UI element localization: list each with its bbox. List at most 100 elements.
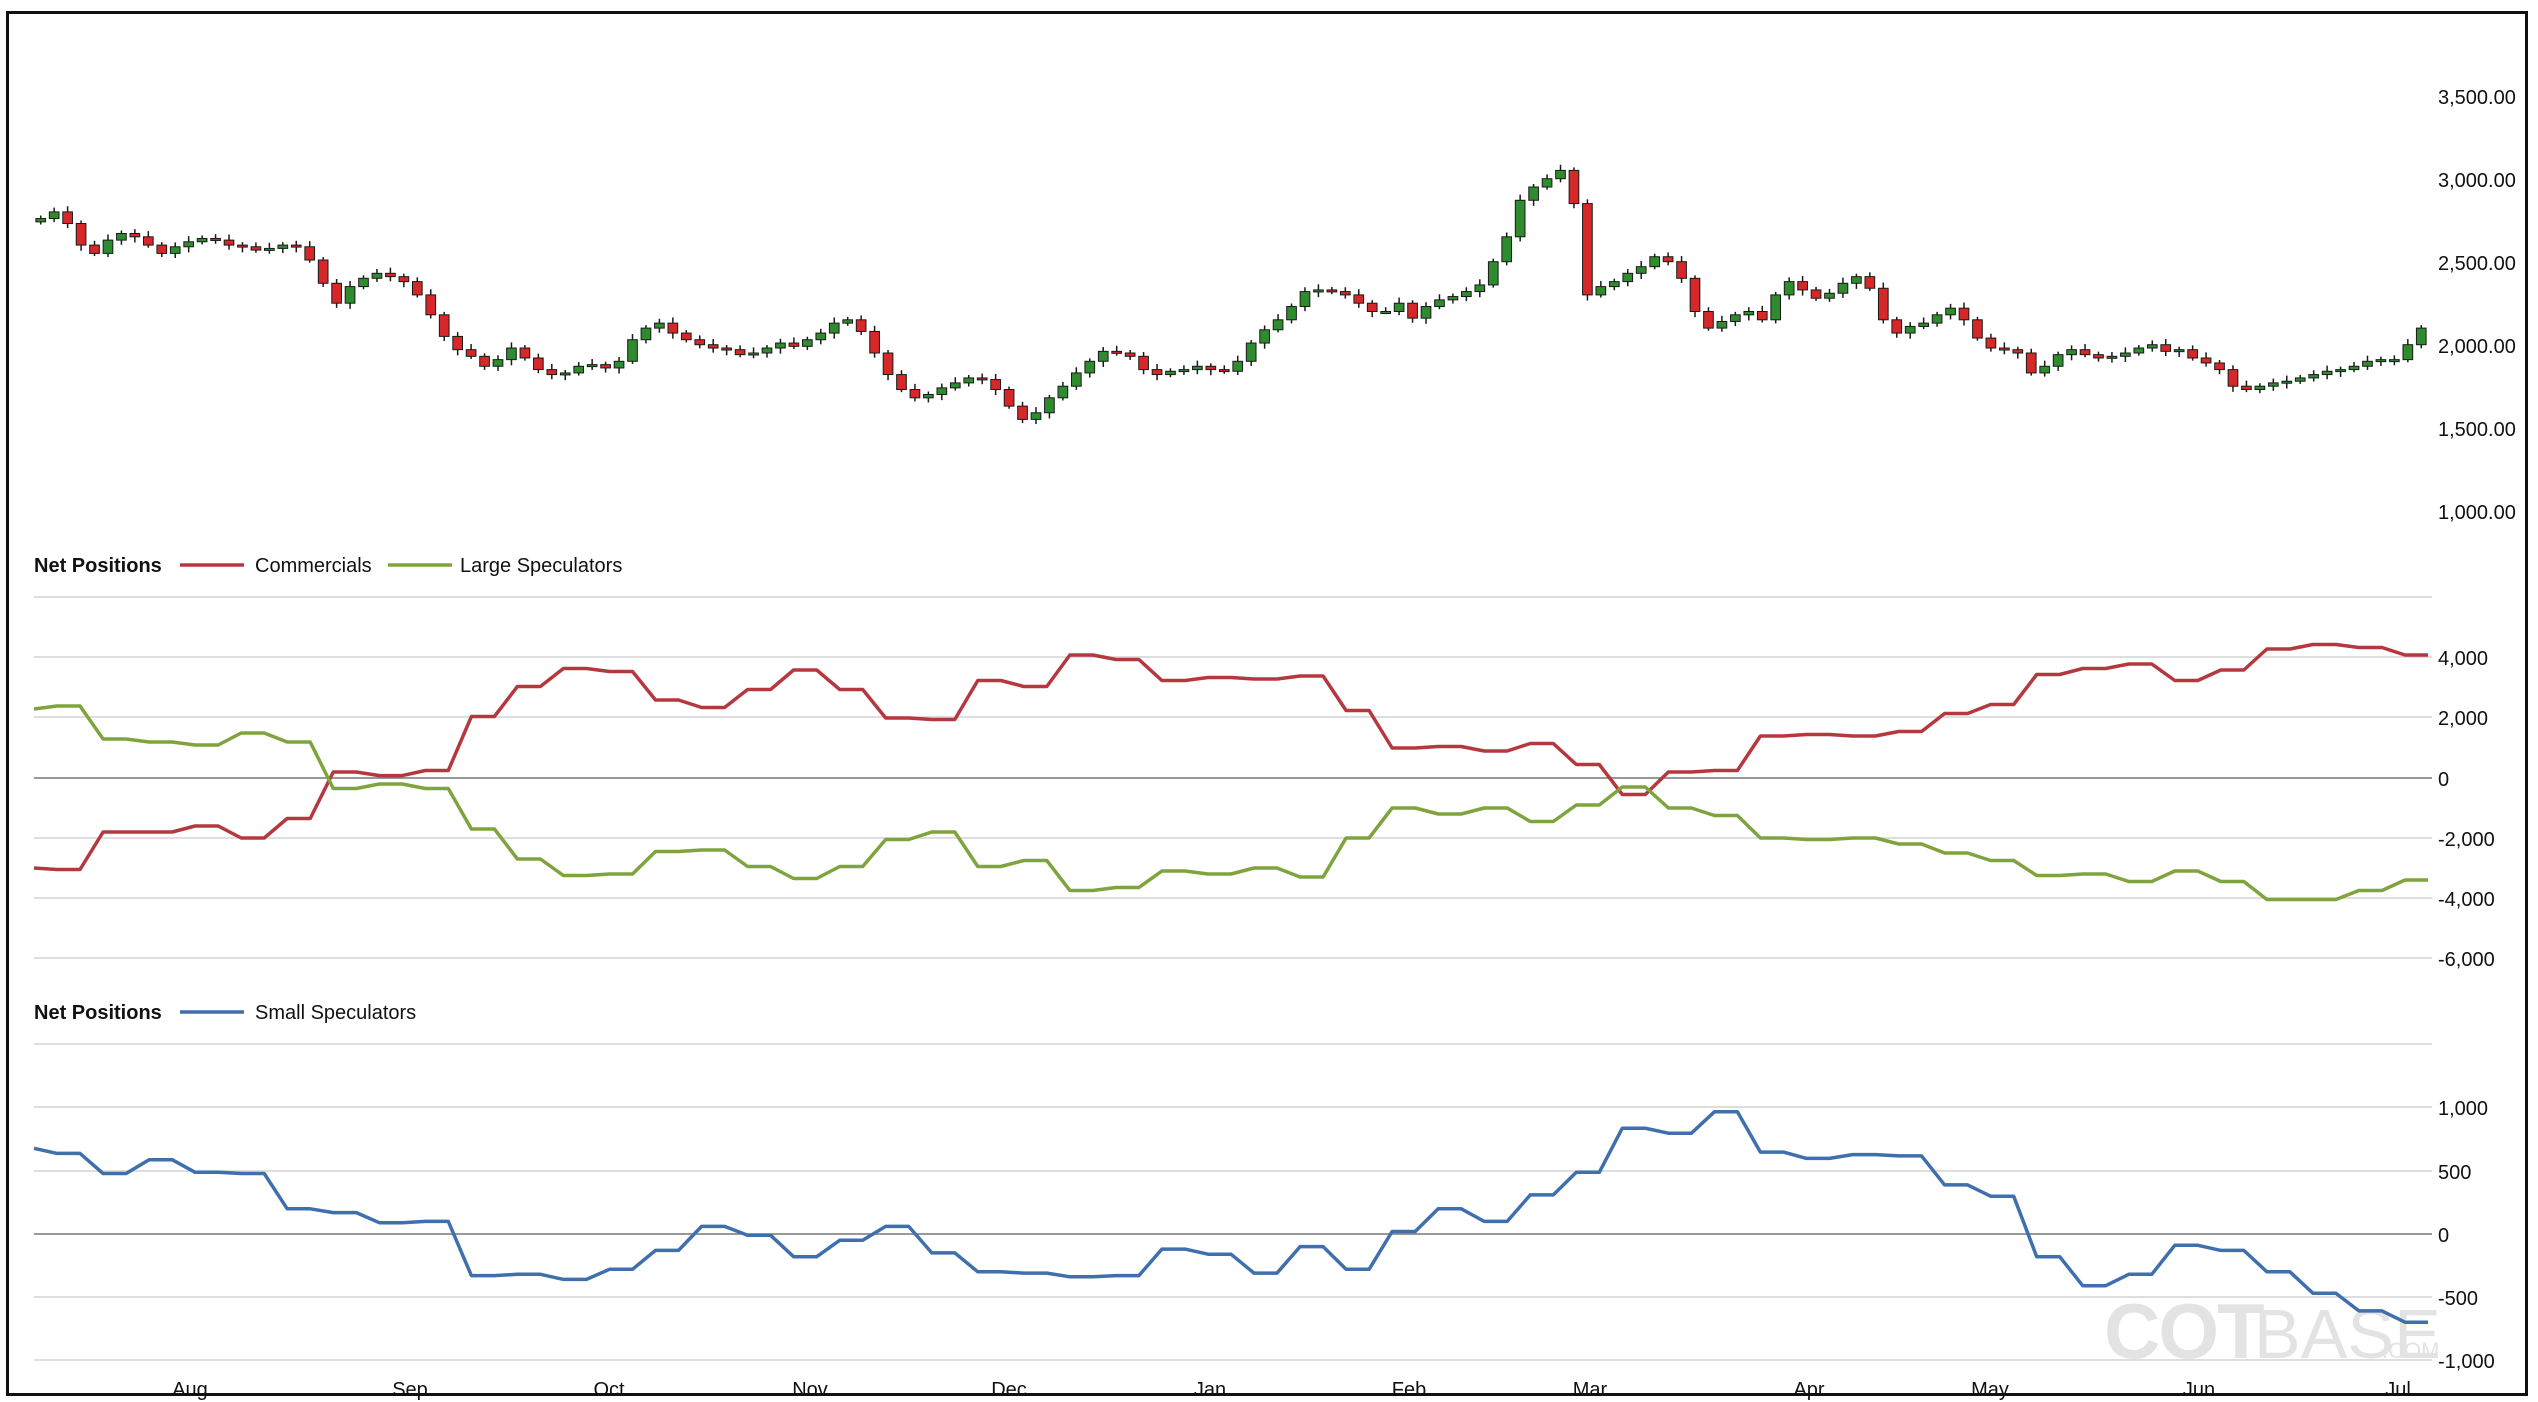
candle-body <box>2308 374 2320 379</box>
watermark-com: .COM <box>2382 1338 2439 1363</box>
candle-body <box>35 218 47 223</box>
candle-body <box>1044 397 1055 414</box>
candle-body <box>250 246 262 251</box>
net-tick-label: 4,000 <box>2438 648 2488 670</box>
candle-body <box>1891 319 1903 334</box>
candle-body <box>1245 342 1257 362</box>
candle-body <box>2267 382 2279 387</box>
candle-body <box>1393 302 1405 313</box>
net-tick-label: 0 <box>2438 769 2449 791</box>
grid-lines <box>34 596 2432 1361</box>
candle-body <box>116 232 127 241</box>
candle-body <box>210 237 221 241</box>
candle-body <box>1070 372 1082 387</box>
candle-body <box>802 339 813 347</box>
candle-body <box>1797 281 1808 291</box>
candle-body <box>331 282 342 304</box>
price-candles <box>35 164 2427 425</box>
candle-body <box>990 379 1001 391</box>
month-label: Jan <box>1194 1379 1226 1401</box>
candle-body <box>156 244 168 254</box>
candle-body <box>1985 337 1997 349</box>
candle-body <box>775 342 786 349</box>
candle-body <box>707 344 719 349</box>
watermark-cot: COT <box>2104 1287 2264 1375</box>
small-tick-label: -1,000 <box>2438 1351 2495 1373</box>
candle-body <box>1837 282 1849 294</box>
candle-body <box>1756 311 1768 321</box>
candle-body <box>1851 276 1862 284</box>
candle-body <box>748 352 759 356</box>
candle-body <box>2321 370 2333 376</box>
candle-body <box>1353 294 1365 304</box>
candle-body <box>2079 349 2091 356</box>
small-speculator-lines <box>33 1110 2428 1324</box>
candle-body <box>1999 347 2010 351</box>
candle-body <box>1111 350 1123 354</box>
candle-body <box>2146 344 2158 349</box>
candle-body <box>2294 377 2306 382</box>
price-tick-label: 1,500.00 <box>2438 419 2516 441</box>
candle-body <box>1165 370 1176 376</box>
month-label: Jul <box>2385 1379 2411 1401</box>
candle-body <box>2133 347 2145 354</box>
month-label: Jun <box>2183 1379 2215 1401</box>
candle-body <box>2254 385 2266 391</box>
candle-body <box>169 246 181 254</box>
price-tick-label: 2,000.00 <box>2438 336 2516 358</box>
candle-body <box>385 272 396 278</box>
net-tick-label: -2,000 <box>2438 829 2495 851</box>
candle-body <box>75 223 87 246</box>
candle-body <box>869 330 880 354</box>
candle-body <box>411 281 423 296</box>
series-line-commercials <box>33 642 2428 872</box>
candle-body <box>1703 311 1714 329</box>
candle-body <box>1635 266 1647 274</box>
watermark-base: BASE <box>2254 1295 2441 1373</box>
candle-body <box>1232 360 1244 372</box>
candle-body <box>264 247 275 251</box>
candle-body <box>479 355 490 367</box>
candle-body <box>2362 360 2373 367</box>
candle-body <box>1514 199 1526 238</box>
candle-body <box>2335 369 2346 373</box>
candle-body <box>1124 352 1136 357</box>
candle-body <box>1151 369 1163 376</box>
month-label: May <box>1971 1379 2009 1401</box>
candle-body <box>344 286 356 304</box>
candle-body <box>1218 369 1230 373</box>
candle-body <box>425 294 437 316</box>
candle-body <box>667 322 679 334</box>
candle-body <box>613 360 625 369</box>
candle-body <box>237 244 248 248</box>
net-tick-label: -4,000 <box>2438 889 2495 911</box>
candle-body <box>1958 307 1970 321</box>
candle-body <box>1057 385 1069 399</box>
candle-body <box>1192 365 1203 371</box>
candle-body <box>1501 236 1513 263</box>
candle-body <box>2039 365 2051 374</box>
candle-body <box>654 322 665 329</box>
candle-body <box>1030 412 1042 420</box>
legend-label-large-speculators: Large Speculators <box>460 555 622 577</box>
net-position-lines <box>33 642 2428 902</box>
candle-body <box>304 246 316 261</box>
candle-body <box>1649 256 1660 268</box>
candle-body <box>694 339 706 346</box>
candle-body <box>371 272 383 279</box>
small-tick-label: 0 <box>2438 1225 2449 1247</box>
month-label: Oct <box>593 1379 625 1401</box>
candle-body <box>196 237 208 243</box>
net-tick-label: -6,000 <box>2438 949 2495 971</box>
month-label: Sep <box>392 1379 428 1401</box>
candle-body <box>183 241 195 248</box>
candle-body <box>2093 354 2104 359</box>
series-line-small-speculators <box>33 1110 2428 1324</box>
candle-body <box>1824 292 1835 299</box>
candle-body <box>452 335 463 351</box>
candle-body <box>680 332 692 341</box>
month-label: Feb <box>1392 1379 1426 1401</box>
candle-body <box>1339 291 1351 296</box>
candle-body <box>1810 289 1822 299</box>
